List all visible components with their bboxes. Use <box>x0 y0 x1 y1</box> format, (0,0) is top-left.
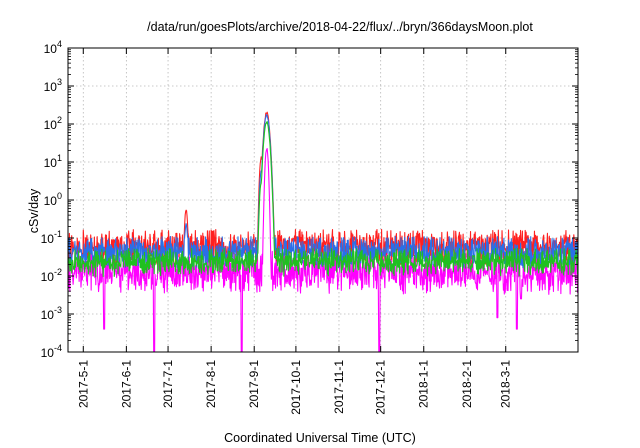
x-tick-label: 2017-12-1 <box>374 360 388 415</box>
x-tick-label: 2018-1-1 <box>417 360 431 408</box>
y-tick-label: 10-3 <box>41 305 62 322</box>
y-tick-label: 104 <box>44 39 62 56</box>
y-tick-label: 101 <box>44 153 62 170</box>
series-line <box>67 114 579 270</box>
x-tick-label: 2018-3-1 <box>499 360 513 408</box>
series-line <box>67 121 579 278</box>
x-tick-label: 2017-8-1 <box>204 360 218 408</box>
x-tick-label: 2017-6-1 <box>119 360 133 408</box>
series-line <box>67 111 579 266</box>
x-tick-label: 2017-5-1 <box>76 360 90 408</box>
x-tick-label: 2017-10-1 <box>289 360 303 415</box>
tick-layer: 10-4 10-3 10-2 10-1 100 101 102 103 104 2017-5-1 2… <box>41 39 578 415</box>
chart-title: /data/run/goesPlots/archive/2018-04-22/f… <box>147 20 533 34</box>
x-tick-label: 2017-7-1 <box>161 360 175 408</box>
x-tick-label: 2017-9-1 <box>247 360 261 408</box>
x-axis-label: Coordinated Universal Time (UTC) <box>224 431 416 445</box>
series-layer <box>67 111 579 353</box>
x-tick-label: 2017-11-1 <box>332 360 346 414</box>
x-tick-label: 2018-2-1 <box>460 360 474 408</box>
y-tick-label: 10-4 <box>41 343 62 360</box>
y-axis-label: cSv/day <box>27 188 41 233</box>
y-tick-label: 102 <box>44 115 62 132</box>
y-tick-label: 10-1 <box>41 229 62 246</box>
y-tick-label: 10-2 <box>41 267 62 284</box>
grid-lines <box>68 48 578 352</box>
y-tick-label: 100 <box>44 191 62 208</box>
y-tick-label: 103 <box>44 77 62 94</box>
